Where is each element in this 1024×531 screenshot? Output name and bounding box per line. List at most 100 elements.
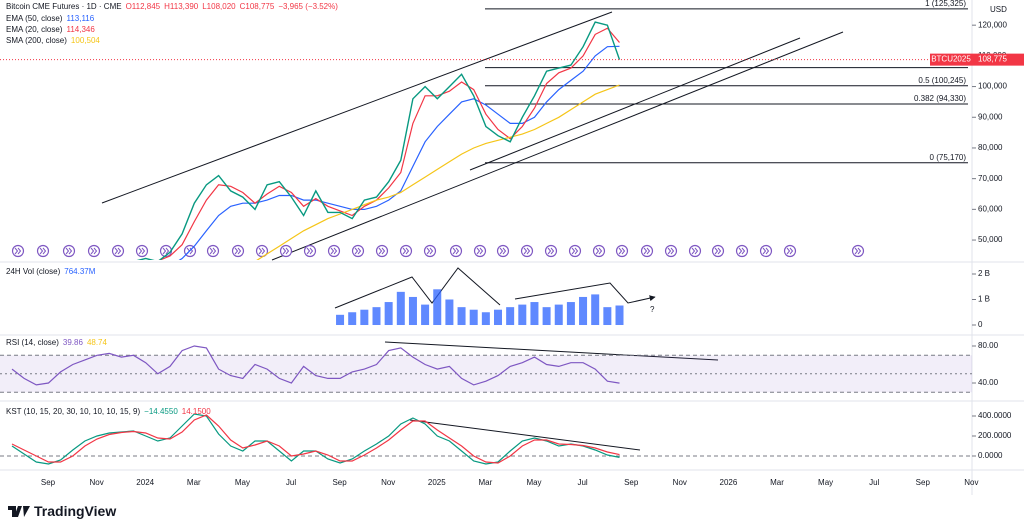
series-line	[158, 27, 620, 260]
channel-line	[101, 11, 613, 204]
series-value: 114,346	[66, 25, 95, 34]
volume-bar	[542, 307, 551, 326]
event-icon-glyph	[738, 247, 746, 255]
x-tick-label: Sep	[916, 478, 931, 487]
y-tick-label: 90,000	[978, 112, 1003, 121]
x-tick-label: Sep	[624, 478, 639, 487]
rsi-trendline	[384, 341, 719, 361]
event-icon-glyph	[354, 247, 362, 255]
series-value: 113,116	[66, 14, 95, 23]
event-icon-glyph	[571, 247, 579, 255]
series-name: EMA (20, close)	[6, 25, 63, 34]
volume-bar	[336, 314, 345, 326]
volume-bar	[518, 304, 527, 326]
x-tick-label: Mar	[187, 478, 201, 487]
event-icon-glyph	[90, 247, 98, 255]
y-tick-label: 100,000	[978, 82, 1007, 91]
event-icon-glyph	[523, 247, 531, 255]
fib-label: 1 (125,325)	[925, 0, 966, 8]
volume-bar	[408, 296, 417, 326]
price-line	[136, 21, 621, 260]
event-icon-glyph	[162, 247, 170, 255]
last-price-label: 108,775	[978, 55, 1007, 64]
volume-bar	[360, 309, 369, 326]
indicator-value: 14.1500	[181, 407, 211, 416]
volume-bar	[372, 307, 381, 326]
series-value: 100,504	[70, 36, 100, 45]
volume-bar	[433, 289, 442, 326]
event-icon-glyph	[209, 247, 217, 255]
x-tick-label: 2025	[428, 478, 446, 487]
channel-line	[271, 31, 844, 261]
fib-label: 0.5 (100,245)	[918, 76, 966, 85]
volume-bar	[566, 302, 575, 326]
event-icon-glyph	[426, 247, 434, 255]
volume-bar	[445, 299, 454, 326]
event-icon-glyph	[65, 247, 73, 255]
series-line	[11, 414, 620, 464]
volume-bar	[579, 296, 588, 326]
x-tick-label: May	[818, 478, 833, 487]
event-icon-glyph	[306, 247, 314, 255]
volume-bar	[481, 312, 490, 326]
x-tick-label: Mar	[479, 478, 493, 487]
event-icon-glyph	[39, 247, 47, 255]
panel	[136, 8, 968, 260]
y-tick-label: 70,000	[978, 174, 1003, 183]
symbol-tag-bg	[930, 53, 972, 66]
y-tick-label: 0.0000	[978, 451, 1003, 460]
indicator-name: 24H Vol (close)	[6, 267, 61, 276]
x-tick-label: Jul	[869, 478, 879, 487]
x-tick-label: Sep	[41, 478, 56, 487]
event-icon-glyph	[547, 247, 555, 255]
symbol: Bitcoin CME Futures · 1D · CME	[6, 2, 122, 11]
x-tick-label: May	[235, 478, 250, 487]
ohlc: L108,020	[202, 2, 236, 11]
volume-bar	[591, 294, 600, 326]
currency: USD	[990, 5, 1007, 14]
drawings	[0, 0, 1024, 495]
volume-bar	[494, 309, 502, 326]
legend-ma: EMA (20, close) 114,346	[6, 25, 95, 34]
indicator-value: 48.74	[86, 338, 107, 347]
event-icon-glyph	[282, 247, 290, 255]
y-tick-label: 120,000	[978, 20, 1007, 29]
panel	[336, 289, 624, 326]
indicator-name: RSI (14, close)	[6, 338, 59, 347]
change: −3,965 (−3.52%)	[278, 2, 338, 11]
volume-arrows	[334, 267, 655, 309]
panel	[0, 413, 972, 465]
fib-label: 0.382 (94,330)	[914, 94, 966, 103]
series-name: EMA (50, close)	[6, 14, 63, 23]
y-tick-label: 80.00	[978, 341, 999, 350]
x-tick-label: 2026	[720, 478, 738, 487]
indicator-name: KST (10, 15, 20, 30, 10, 10, 10, 15, 9)	[6, 407, 141, 416]
event-icon-glyph	[762, 247, 770, 255]
series-line	[178, 45, 620, 260]
volume-bar	[506, 307, 515, 326]
x-tick-label: Nov	[89, 478, 103, 487]
y-tick-label: 200.0000	[978, 431, 1012, 440]
y-tick-label: 50,000	[978, 235, 1003, 244]
volume-bar	[421, 304, 430, 326]
event-icon-glyph	[14, 247, 22, 255]
x-tick-label: Nov	[381, 478, 395, 487]
volume-bar	[615, 305, 624, 326]
legend-ma: EMA (50, close) 113,116	[6, 14, 94, 23]
event-icon-glyph	[330, 247, 338, 255]
event-icon-glyph	[499, 247, 507, 255]
x-tick-label: Sep	[332, 478, 347, 487]
volume-bar	[469, 309, 478, 326]
ohlc: O112,845	[125, 2, 161, 11]
brand: TradingView	[34, 503, 117, 519]
event-icon-glyph	[476, 247, 484, 255]
x-tick-label: Nov	[673, 478, 687, 487]
y-tick-label: 400.0000	[978, 411, 1012, 420]
y-tick-label: 40.00	[978, 378, 999, 387]
legend-ma: SMA (200, close) 100,504	[6, 36, 100, 45]
last-price-bg	[972, 53, 1024, 66]
volume-bar	[348, 312, 357, 326]
event-icon-glyph	[234, 247, 242, 255]
x-tick-label: Jul	[577, 478, 587, 487]
